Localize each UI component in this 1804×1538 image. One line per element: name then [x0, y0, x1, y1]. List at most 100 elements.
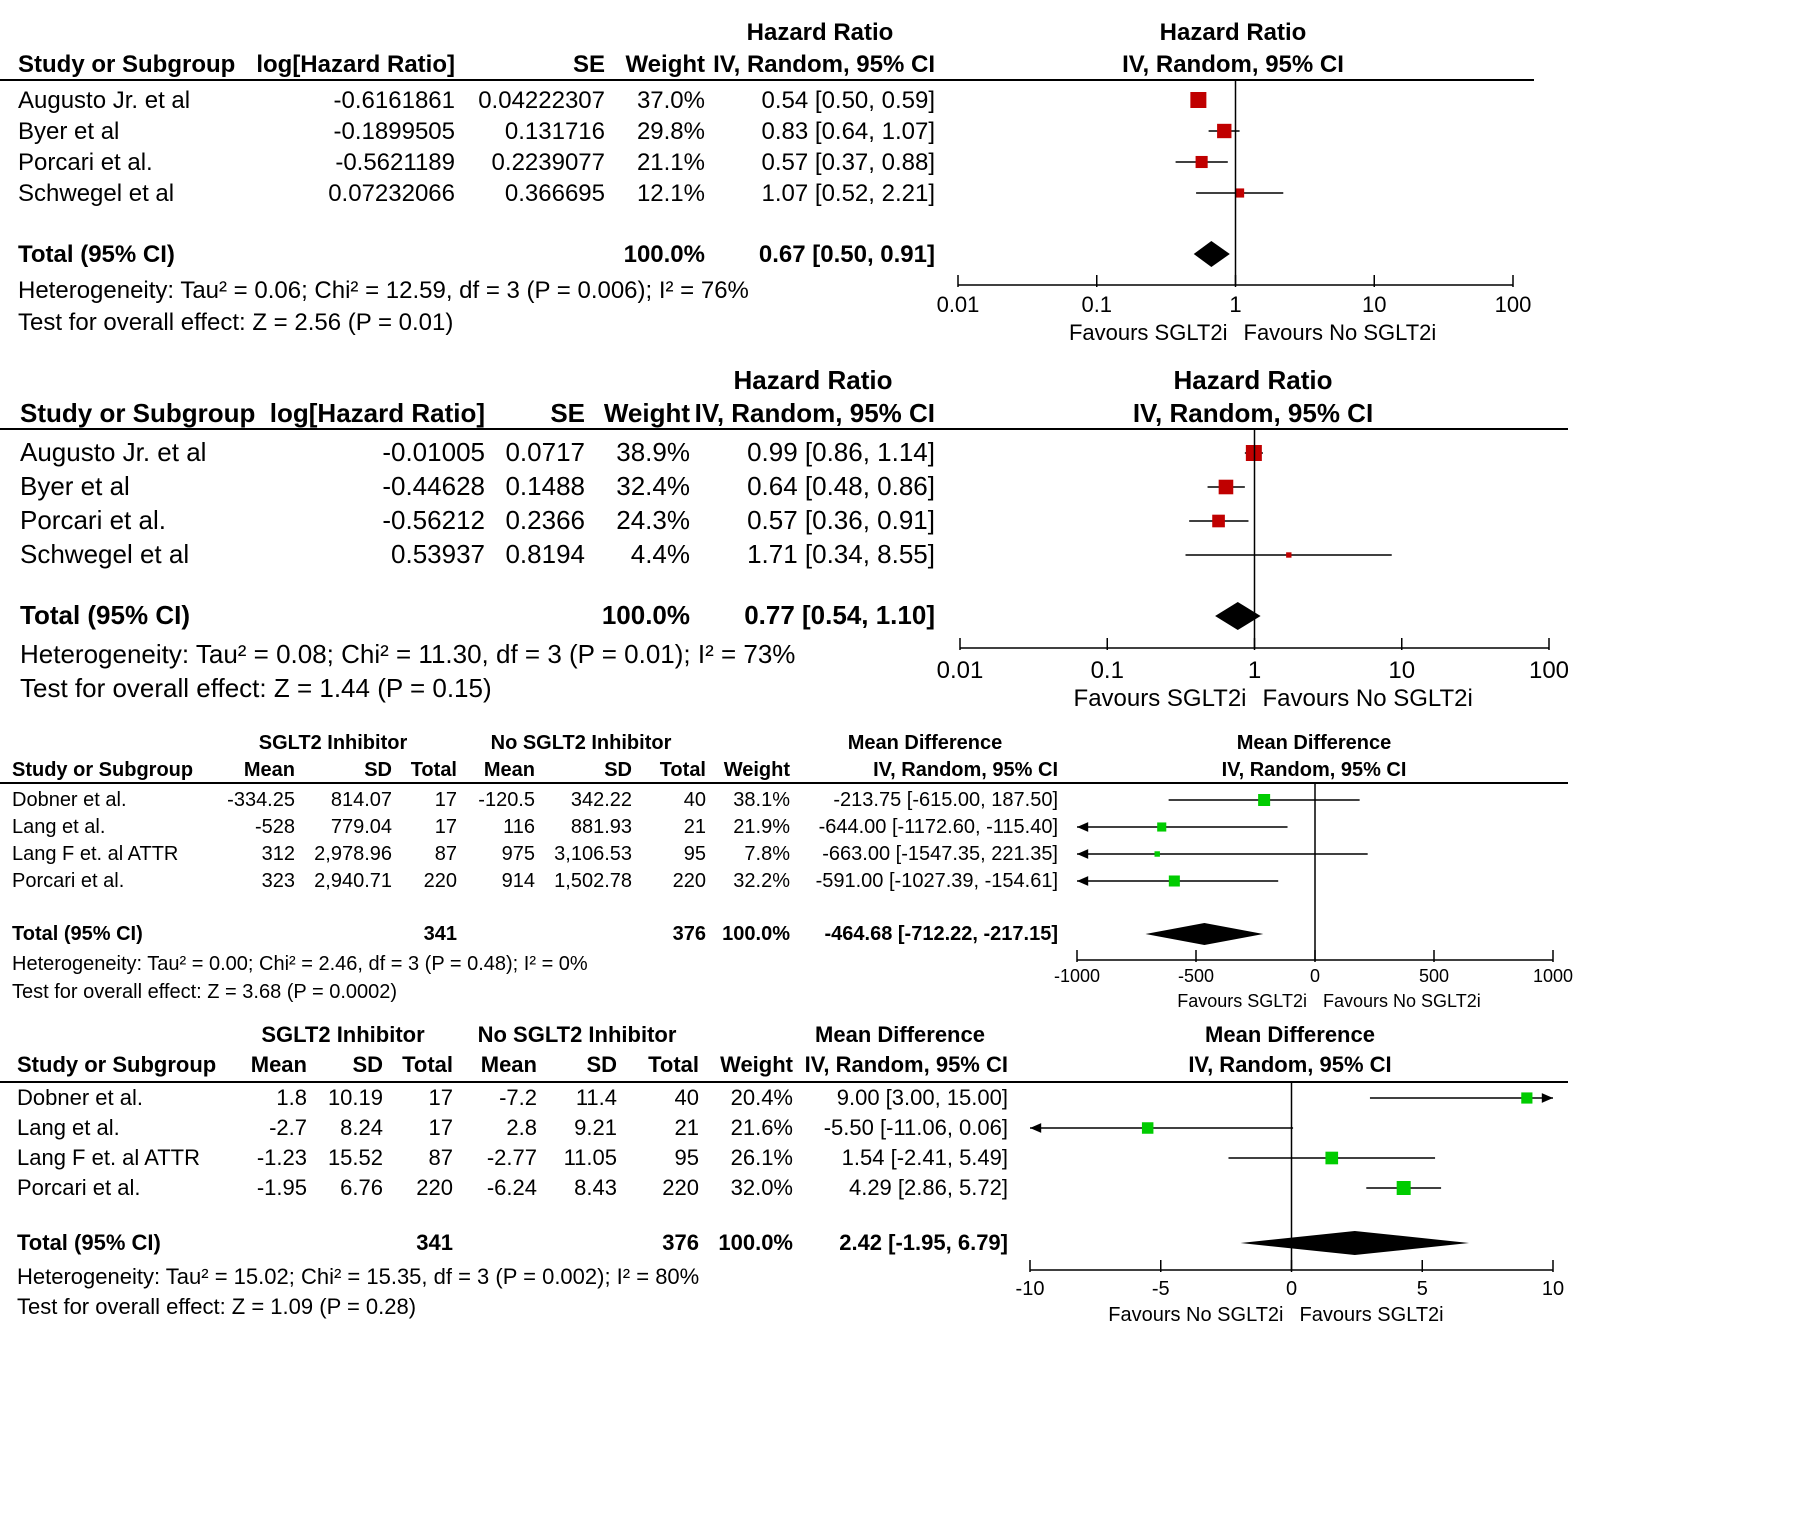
study-weight: 20.4% [730, 1085, 793, 1110]
study-sd-1: 2,940.71 [314, 870, 392, 892]
study-weight: 21.6% [730, 1115, 793, 1140]
study-total-2: 40 [683, 789, 706, 811]
x-tick-label: 10 [1388, 657, 1416, 684]
study-effect-ci: 0.54 [0.50, 0.59] [761, 87, 935, 114]
column-header-weight: Weight [720, 1052, 793, 1077]
study-sd-2: 342.22 [570, 789, 632, 811]
study-se: 0.131716 [504, 118, 605, 145]
pooled-diamond [1193, 241, 1230, 267]
study-name: Dobner et al. [12, 789, 127, 811]
x-tick-label: -500 [1177, 966, 1215, 986]
favours-right-label: Favours No SGLT2i [1243, 320, 1437, 345]
study-name: Schwegel et al [20, 539, 190, 569]
column-header-estimate: log[Hazard Ratio] [269, 398, 485, 428]
study-total-1: 220 [423, 870, 457, 892]
study-effect-ci: 1.07 [0.52, 2.21] [761, 180, 935, 207]
group-header-no-sglt2: No SGLT2 Inhibitor [490, 732, 672, 754]
study-total-1: 17 [428, 1085, 453, 1110]
column-header-sd-2: SD [604, 759, 632, 781]
study-weight: 7.8% [744, 843, 790, 865]
total-weight: 100.0% [623, 241, 705, 268]
column-header-study: Study or Subgroup [20, 398, 256, 428]
study-log-hr: 0.53937 [391, 539, 485, 569]
overall-effect-text: Test for overall effect: Z = 1.44 (P = 0… [20, 673, 492, 703]
group-header-sglt2: SGLT2 Inhibitor [258, 732, 408, 754]
study-effect-ci: -591.00 [-1027.39, -154.61] [815, 870, 1058, 892]
ci-arrow-left [1077, 822, 1089, 832]
column-header-weight: Weight [603, 398, 690, 428]
study-name: Porcari et al. [17, 1175, 141, 1200]
column-header-se: SE [572, 51, 605, 78]
overall-effect-text: Test for overall effect: Z = 3.68 (P = 0… [12, 981, 398, 1003]
x-tick-label: 1000 [1532, 966, 1574, 986]
column-header-weight: Weight [625, 51, 705, 78]
study-log-hr: -0.5621189 [335, 149, 455, 176]
plot-header-measure: Mean Difference [1236, 732, 1392, 754]
column-header-weight: Weight [723, 759, 790, 781]
study-weight: 12.1% [636, 180, 705, 207]
study-weight: 32.2% [733, 870, 790, 892]
study-total-1: 220 [416, 1175, 453, 1200]
heterogeneity-text: Heterogeneity: Tau² = 0.06; Chi² = 12.59… [18, 277, 749, 304]
plot-header-method: IV, Random, 95% CI [1122, 51, 1344, 78]
study-weight: 4.4% [630, 539, 690, 569]
study-total-2: 220 [662, 1175, 699, 1200]
study-name: Lang et al. [17, 1115, 120, 1140]
favours-left-label: Favours SGLT2i [1177, 991, 1307, 1011]
study-point-square [1325, 1151, 1339, 1165]
study-sd-2: 8.43 [574, 1175, 617, 1200]
study-mean-1: -1.95 [256, 1175, 307, 1200]
column-header-mean-2: Mean [483, 759, 535, 781]
favours-left-label: Favours SGLT2i [1068, 320, 1228, 345]
study-mean-2: 975 [501, 843, 535, 865]
study-mean-2: 914 [501, 870, 535, 892]
x-tick-label: -5 [1151, 1278, 1170, 1300]
pooled-diamond [1240, 1231, 1470, 1255]
study-effect-ci: -663.00 [-1547.35, 221.35] [822, 843, 1058, 865]
study-point-square [1258, 794, 1271, 806]
column-header-mean-1: Mean [243, 759, 295, 781]
x-tick-label: -10 [1015, 1278, 1045, 1300]
study-effect-ci: 0.83 [0.64, 1.07] [761, 118, 935, 145]
study-mean-2: 116 [503, 816, 535, 838]
study-mean-1: -1.23 [256, 1145, 307, 1170]
study-effect-ci: 4.29 [2.86, 5.72] [848, 1175, 1008, 1200]
effect-header-measure: Hazard Ratio [746, 19, 894, 46]
x-tick-label: 0 [1285, 1278, 1298, 1300]
plot-header-method: IV, Random, 95% CI [1132, 398, 1374, 428]
study-weight: 21.9% [733, 816, 790, 838]
study-mean-1: -2.7 [269, 1115, 307, 1140]
effect-header-measure: Mean Difference [815, 1022, 985, 1047]
x-tick-label: 10 [1541, 1278, 1565, 1300]
ci-arrow-left [1077, 876, 1089, 886]
total-weight: 100.0% [722, 923, 790, 945]
study-weight: 32.4% [616, 471, 690, 501]
study-effect-ci: 0.57 [0.37, 0.88] [761, 149, 935, 176]
total-effect-ci: 2.42 [-1.95, 6.79] [839, 1230, 1008, 1255]
study-point-square [1235, 188, 1245, 198]
study-total-2: 40 [674, 1085, 699, 1110]
column-header-total-2: Total [648, 1052, 699, 1077]
study-point-square [1212, 514, 1225, 528]
total-n-2: 376 [672, 923, 706, 945]
header-rule [0, 782, 1568, 784]
x-tick-label: 0.01 [936, 657, 984, 684]
total-effect-ci: 0.77 [0.54, 1.10] [744, 600, 935, 630]
total-effect-ci: 0.67 [0.50, 0.91] [758, 241, 935, 268]
study-weight: 24.3% [616, 505, 690, 535]
study-mean-2: -6.24 [486, 1175, 537, 1200]
column-header-study: Study or Subgroup [18, 51, 236, 78]
study-total-1: 17 [434, 789, 457, 811]
study-point-square [1157, 822, 1167, 832]
study-name: Lang F et. al ATTR [17, 1145, 201, 1170]
study-sd-1: 814.07 [330, 789, 392, 811]
study-sd-2: 881.93 [570, 816, 632, 838]
study-effect-ci: -5.50 [-11.06, 0.06] [823, 1115, 1008, 1140]
study-weight: 38.9% [616, 437, 690, 467]
plot-header-measure: Hazard Ratio [1159, 19, 1307, 46]
column-header-study: Study or Subgroup [17, 1052, 217, 1077]
study-sd-2: 3,106.53 [554, 843, 632, 865]
x-tick-label: 100 [1494, 292, 1532, 317]
effect-header-method: IV, Random, 95% CI [873, 759, 1058, 781]
